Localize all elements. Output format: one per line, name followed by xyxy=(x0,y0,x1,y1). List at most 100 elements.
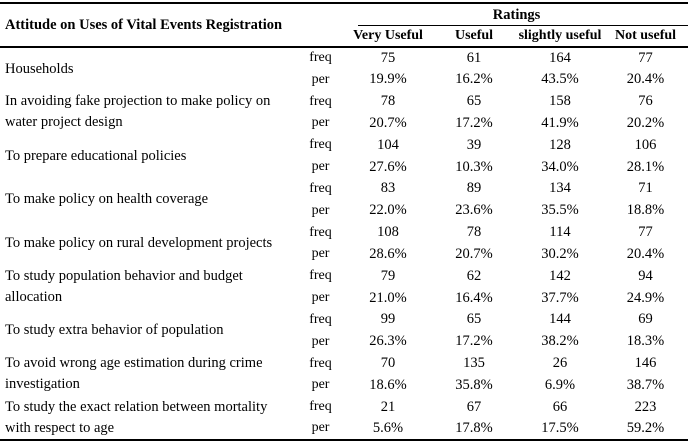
freq-value: 70 xyxy=(380,355,396,371)
freq-value: 146 xyxy=(634,355,657,371)
per-value: 24.9% xyxy=(626,289,665,306)
per-label: per xyxy=(311,290,330,306)
table-row-per: per 18.6% 35.8% 6.9% 38.7% xyxy=(0,374,688,396)
per-value: 5.6% xyxy=(372,419,404,436)
per-value: 41.9% xyxy=(541,114,579,131)
freq-value: 66 xyxy=(552,398,568,415)
table-row-per: per 19.9% 16.2% 43.5% 20.4% xyxy=(0,69,688,91)
freq-label: freq xyxy=(309,180,332,196)
table-row-per: per 20.7% 17.2% 41.9% 20.2% xyxy=(0,112,688,134)
per-value: 17.8% xyxy=(455,419,493,436)
per-value: 18.3% xyxy=(626,333,665,350)
per-value: 17.2% xyxy=(455,114,493,131)
column-header-slightly-useful: slightly useful xyxy=(517,26,604,48)
freq-value: 65 xyxy=(466,93,482,110)
freq-value: 83 xyxy=(380,180,396,197)
freq-value: 158 xyxy=(549,93,571,110)
freq-value: 142 xyxy=(549,267,571,284)
table-row-per: per 5.6% 17.8% 17.5% 59.2% xyxy=(0,418,688,440)
per-value: 16.2% xyxy=(455,71,493,88)
per-value: 59.2% xyxy=(626,419,665,436)
per-label: per xyxy=(311,246,330,262)
freq-label: freq xyxy=(309,399,332,415)
table-row-freq: In avoiding fake projection to make poli… xyxy=(0,91,688,130)
freq-value: 77 xyxy=(638,49,653,66)
per-value: 20.4% xyxy=(626,71,665,88)
table-row-per: per 26.3% 17.2% 38.2% 18.3% xyxy=(0,331,688,353)
per-label: per xyxy=(311,333,330,349)
table-row-freq: To avoid wrong age estimation during cri… xyxy=(0,353,688,392)
row-label: To make policy on rural development proj… xyxy=(5,234,273,251)
per-value: 20.7% xyxy=(369,114,407,131)
per-value: 27.6% xyxy=(369,158,407,175)
freq-value: 61 xyxy=(466,49,482,66)
freq-value: 62 xyxy=(466,267,482,284)
freq-value: 78 xyxy=(466,224,482,241)
row-label: Households xyxy=(5,60,74,77)
freq-value: 94 xyxy=(638,267,653,284)
freq-value: 76 xyxy=(638,93,653,110)
table-row-freq: To study the exact relation between mort… xyxy=(0,396,688,436)
table-row-per: per 22.0% 23.6% 35.5% 18.8% xyxy=(0,200,688,222)
row-label: In avoiding fake projection to make poli… xyxy=(5,93,271,131)
per-label: per xyxy=(311,377,330,393)
per-value: 21.0% xyxy=(369,289,407,306)
per-value: 10.3% xyxy=(455,158,493,175)
freq-value: 106 xyxy=(634,136,657,153)
per-value: 35.5% xyxy=(541,202,579,219)
per-value: 34.0% xyxy=(541,158,579,175)
freq-value: 223 xyxy=(634,398,657,415)
table-row-freq: To study extra behavior of population fre… xyxy=(0,309,688,338)
per-label: per xyxy=(311,420,330,436)
row-label: To prepare educational policies xyxy=(5,147,187,164)
column-header-very-useful: Very Useful xyxy=(345,26,432,48)
table-row-freq: To make policy on rural development proj… xyxy=(0,222,688,251)
freq-value: 26 xyxy=(552,355,568,371)
row-label: To study population behavior and budget … xyxy=(5,268,243,306)
freq-value: 67 xyxy=(466,398,482,415)
per-value: 43.5% xyxy=(541,71,579,88)
freq-value: 75 xyxy=(380,49,396,66)
per-label: per xyxy=(311,202,330,218)
table-row-per: per 21.0% 16.4% 37.7% 24.9% xyxy=(0,287,688,309)
freq-value: 39 xyxy=(466,136,482,153)
header-row-ratings: Attitude on Uses of Vital Events Registr… xyxy=(0,3,688,48)
freq-label: freq xyxy=(309,355,332,371)
per-value: 16.4% xyxy=(455,289,493,306)
table-row-freq: To make policy on health coverage freq 83 8… xyxy=(0,178,688,207)
per-value: 20.4% xyxy=(626,245,665,262)
freq-value: 78 xyxy=(380,93,396,110)
ratings-group-header: Ratings xyxy=(345,3,688,26)
freq-value: 65 xyxy=(466,311,482,328)
row-label: To study the exact relation between mort… xyxy=(5,398,268,436)
freq-value: 128 xyxy=(549,136,571,153)
table-row-freq: Households freq 75 61 164 77 xyxy=(0,47,688,77)
per-value: 6.9% xyxy=(544,376,576,393)
row-label: To study extra behavior of population xyxy=(5,322,224,339)
table-row-freq: To study population behavior and budget … xyxy=(0,265,688,305)
per-label: per xyxy=(311,115,330,131)
freq-value: 89 xyxy=(466,180,482,197)
freq-value: 104 xyxy=(377,136,399,153)
per-value: 19.9% xyxy=(369,71,407,88)
freq-value: 135 xyxy=(463,355,485,371)
header-row-columns: Very Useful Useful slightly useful Not u… xyxy=(0,26,688,48)
freq-value: 77 xyxy=(638,224,653,241)
freq-value: 99 xyxy=(380,311,396,328)
per-value: 18.8% xyxy=(626,202,665,219)
freq-value: 144 xyxy=(549,311,571,328)
freq-label: freq xyxy=(309,137,332,153)
freq-label: freq xyxy=(309,50,332,66)
freq-value: 134 xyxy=(549,180,571,197)
freq-value: 21 xyxy=(380,398,396,415)
per-value: 18.6% xyxy=(369,376,407,393)
per-value: 28.1% xyxy=(626,158,665,175)
per-label: per xyxy=(311,71,330,87)
per-value: 17.2% xyxy=(455,333,493,350)
per-value: 35.8% xyxy=(455,376,493,393)
freq-value: 71 xyxy=(638,180,653,197)
per-value: 30.2% xyxy=(541,245,579,262)
per-value: 38.2% xyxy=(541,333,579,350)
